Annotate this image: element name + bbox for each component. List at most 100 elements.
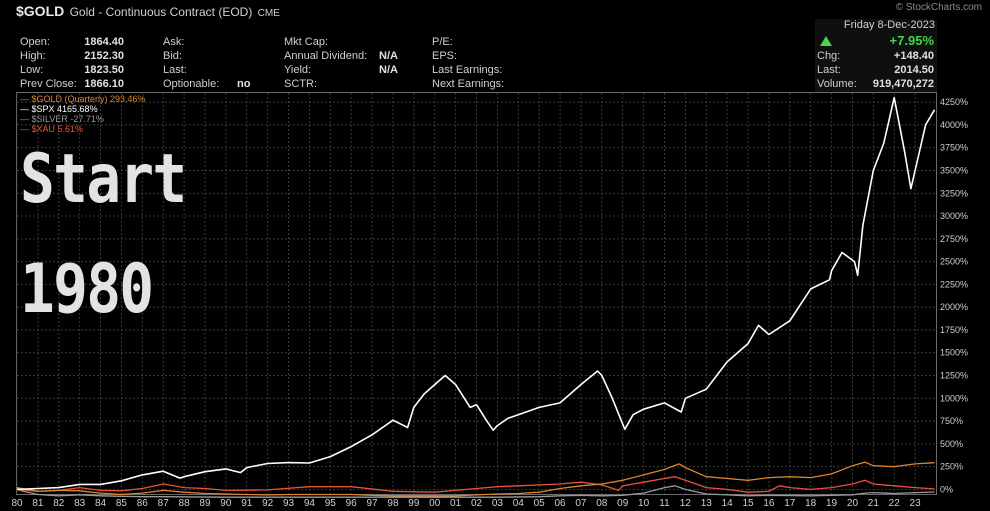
- change-box: [815, 19, 937, 92]
- y-tick-label: 2500%: [940, 257, 968, 267]
- x-tick-label: 04: [513, 498, 525, 509]
- x-tick-label: 92: [262, 498, 274, 509]
- y-tick-label: 1250%: [940, 371, 968, 381]
- open-label: Open:: [20, 36, 50, 48]
- chart-title: $GOLD Gold - Continuous Contract (EOD) C…: [16, 3, 280, 19]
- y-tick-label: 4250%: [940, 97, 968, 107]
- legend-silver-label: $SILVER -27.71%: [31, 114, 104, 124]
- quote-date: Friday 8-Dec-2023: [843, 19, 935, 31]
- x-tick-label: 94: [304, 498, 316, 509]
- y-tick-label: 0%: [940, 484, 953, 494]
- y-tick-label: 2750%: [940, 234, 968, 244]
- symbol-label: $GOLD: [16, 3, 65, 19]
- x-tick-label: 23: [910, 498, 922, 509]
- eps-label: EPS:: [432, 50, 458, 62]
- x-tick-label: 21: [868, 498, 880, 509]
- last-price-value: 2014.50: [894, 64, 934, 76]
- prev-close-value: 1866.10: [84, 78, 124, 90]
- series-line-silver: [16, 485, 935, 498]
- prev-close-label: Prev Close:: [20, 78, 77, 90]
- x-tick-label: 80: [11, 498, 23, 509]
- x-tick-label: 05: [534, 498, 546, 509]
- y-tick-label: 1000%: [940, 393, 968, 403]
- y-tick-label: 3750%: [940, 143, 968, 153]
- chg-label: Chg:: [817, 50, 841, 62]
- bid-label: Bid:: [163, 50, 182, 62]
- x-tick-label: 00: [429, 498, 441, 509]
- high-label: High:: [20, 50, 46, 62]
- legend-spx: — $SPX 4165.68%: [20, 104, 98, 114]
- last-earnings-label: Last Earnings:: [432, 64, 503, 76]
- x-tick-label: 81: [32, 498, 44, 509]
- x-tick-label: 17: [784, 498, 796, 509]
- y-tick-label: 3500%: [940, 165, 968, 175]
- x-tick-label: 93: [283, 498, 295, 509]
- x-tick-label: 91: [241, 498, 253, 509]
- y-tick-label: 1500%: [940, 348, 968, 358]
- legend-gold-label: $GOLD (Quarterly) 293.46%: [31, 94, 146, 104]
- legend-silver: — $SILVER -27.71%: [20, 114, 104, 124]
- exchange-label: CME: [257, 8, 280, 19]
- legend-xau: — $XAU 5.61%: [20, 124, 84, 134]
- x-tick-label: 90: [220, 498, 232, 509]
- last-label: Last:: [163, 64, 187, 76]
- y-tick-label: 2250%: [940, 279, 968, 289]
- x-tick-label: 19: [826, 498, 838, 509]
- overlay-year-text: 1980: [20, 250, 154, 329]
- annual-dividend-value: N/A: [379, 50, 398, 62]
- x-tick-label: 87: [158, 498, 170, 509]
- chart-legend: — $GOLD (Quarterly) 293.46% — $SPX 4165.…: [20, 94, 146, 134]
- legend-spx-label: $SPX 4165.68%: [31, 104, 98, 114]
- percent-change: +7.95%: [889, 33, 934, 48]
- x-tick-label: 20: [847, 498, 859, 509]
- x-tick-label: 11: [659, 498, 670, 509]
- series-line-xau: [16, 476, 935, 493]
- y-tick-label: 4000%: [940, 120, 968, 130]
- open-value: 1864.40: [84, 36, 124, 48]
- y-tick-label: 1750%: [940, 325, 968, 335]
- x-tick-label: 12: [680, 498, 692, 509]
- x-tick-label: 02: [471, 498, 483, 509]
- x-tick-label: 89: [199, 498, 211, 509]
- x-tick-label: 85: [116, 498, 128, 509]
- overlay-start-text: Start: [20, 140, 187, 219]
- pe-label: P/E:: [432, 36, 453, 48]
- y-tick-label: 750%: [940, 416, 963, 426]
- optionable-label: Optionable:: [163, 78, 220, 90]
- symbol-description: Gold - Continuous Contract (EOD): [69, 5, 253, 19]
- up-arrow-icon: [820, 36, 832, 46]
- x-tick-label: 99: [408, 498, 420, 509]
- y-tick-label: 2000%: [940, 302, 968, 312]
- x-tick-label: 03: [492, 498, 504, 509]
- x-tick-label: 96: [346, 498, 358, 509]
- y-tick-label: 3250%: [940, 188, 968, 198]
- x-tick-label: 15: [742, 498, 754, 509]
- y-tick-label: 3000%: [940, 211, 968, 221]
- x-tick-label: 86: [137, 498, 149, 509]
- next-earnings-label: Next Earnings:: [432, 78, 505, 90]
- y-tick-label: 500%: [940, 439, 963, 449]
- x-tick-label: 13: [701, 498, 713, 509]
- watermark: © StockCharts.com: [895, 2, 982, 13]
- x-tick-label: 10: [638, 498, 650, 509]
- series-line-spx: [16, 96, 936, 491]
- high-value: 2152.30: [84, 50, 124, 62]
- volume-label: Volume:: [817, 78, 857, 90]
- x-tick-label: 06: [554, 498, 566, 509]
- x-tick-label: 01: [450, 498, 462, 509]
- x-tick-label: 18: [805, 498, 817, 509]
- low-label: Low:: [20, 64, 44, 76]
- x-tick-label: 83: [74, 498, 86, 509]
- x-tick-label: 09: [617, 498, 629, 509]
- last-price-label: Last:: [817, 64, 841, 76]
- x-tick-label: 16: [763, 498, 775, 509]
- yield-value: N/A: [379, 64, 398, 76]
- low-value: 1823.50: [84, 64, 124, 76]
- x-tick-label: 22: [889, 498, 901, 509]
- mkt-cap-label: Mkt Cap:: [284, 36, 329, 48]
- sctr-label: SCTR:: [284, 78, 317, 90]
- x-tick-label: 88: [179, 498, 191, 509]
- x-tick-label: 82: [53, 498, 65, 509]
- x-tick-label: 14: [722, 498, 734, 509]
